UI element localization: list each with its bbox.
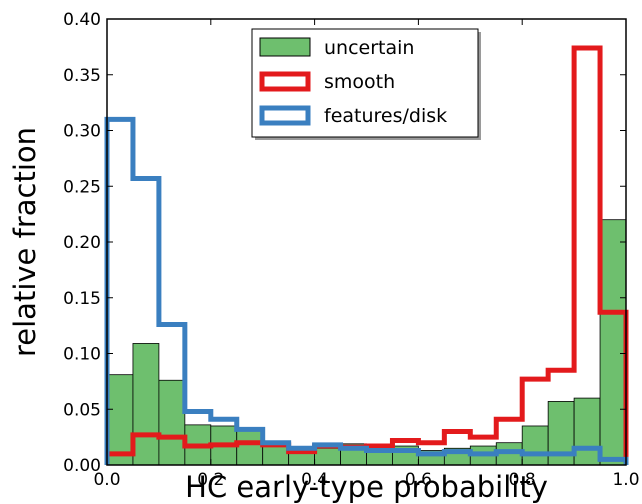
y-tick-label-2: 0.10 xyxy=(63,345,101,365)
bar-uncertain-16 xyxy=(521,425,549,466)
legend-swatch-uncertain xyxy=(259,37,311,57)
x-tick-label-0: 0.0 xyxy=(93,470,120,490)
y-tick-label-3: 0.15 xyxy=(63,289,101,309)
legend: uncertain smooth features/disk xyxy=(251,28,481,140)
legend-swatch-features-disk xyxy=(259,105,311,126)
legend-swatch-smooth xyxy=(259,71,311,92)
y-axis-label: relative fraction xyxy=(8,127,42,357)
series-features-disk xyxy=(104,116,629,465)
bar-uncertain-18 xyxy=(573,397,601,466)
x-tick-label-2: 0.4 xyxy=(301,470,328,490)
x-tick-label-3: 0.6 xyxy=(405,470,432,490)
bar-uncertain-1 xyxy=(132,343,160,466)
y-tick-label-8: 0.40 xyxy=(63,10,101,30)
bar-uncertain-0 xyxy=(106,374,134,466)
y-tick-label-4: 0.20 xyxy=(63,233,101,253)
bar-uncertain-5 xyxy=(236,428,264,466)
x-axis-label: HC early-type probability xyxy=(185,470,548,504)
legend-label-uncertain: uncertain xyxy=(324,37,414,59)
y-tick-label-6: 0.30 xyxy=(63,122,101,142)
bar-uncertain-8 xyxy=(314,447,341,466)
series-layer xyxy=(104,45,629,466)
x-tick-label-4: 0.8 xyxy=(509,470,536,490)
step-line-features-disk xyxy=(104,116,629,465)
ticks-layer: 0.0 0.2 0.4 0.6 0.8 1.0 0.00 0.05 0.10 0.15 0.20 0.… xyxy=(63,10,639,490)
legend-label-smooth: smooth xyxy=(324,71,395,93)
y-tick-label-0: 0.00 xyxy=(63,456,101,476)
x-tick-label-1: 0.2 xyxy=(197,470,224,490)
bar-uncertain-2 xyxy=(158,379,186,466)
legend-label-features-disk: features/disk xyxy=(324,105,447,127)
y-tick-label-1: 0.05 xyxy=(63,400,101,420)
y-tick-label-5: 0.25 xyxy=(63,177,101,197)
bar-uncertain-19 xyxy=(599,219,627,466)
x-tick-label-5: 1.0 xyxy=(612,470,639,490)
y-tick-label-7: 0.35 xyxy=(63,66,101,86)
